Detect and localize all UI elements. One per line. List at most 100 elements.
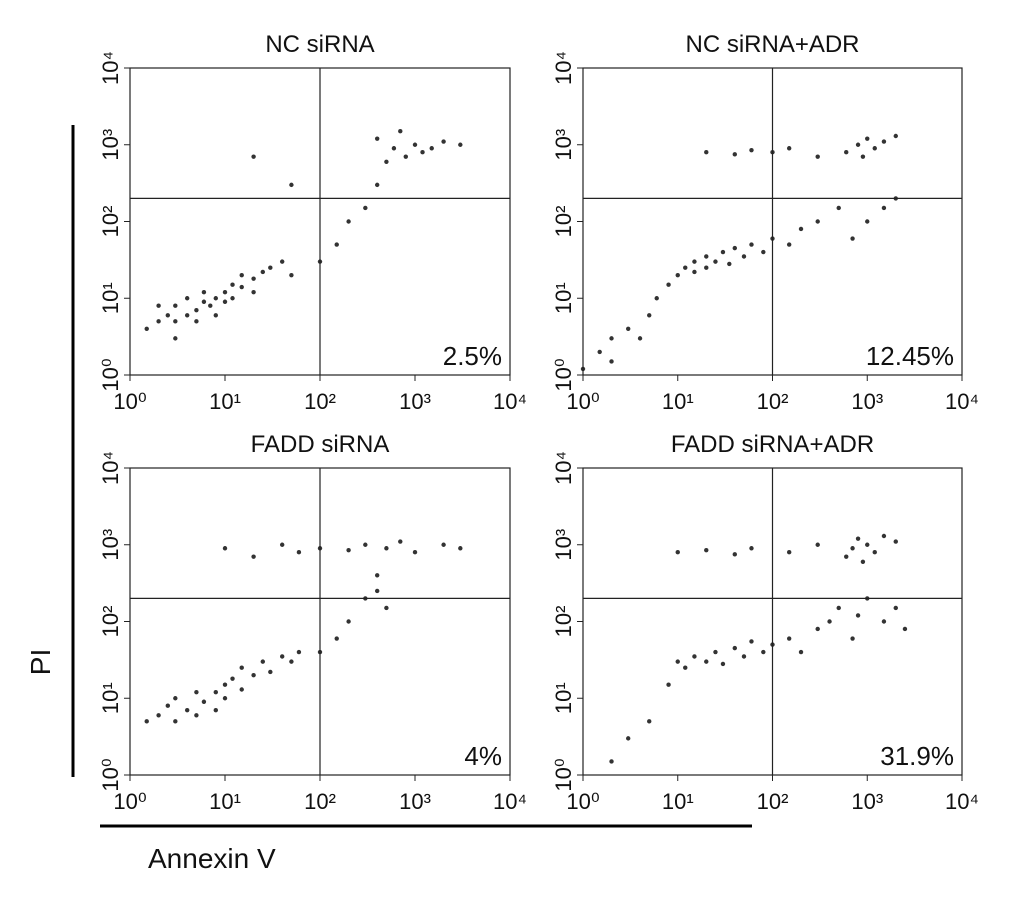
x-tick-label: 10⁴	[493, 789, 527, 814]
point	[720, 249, 726, 255]
panel: 10⁰ 10¹ 10² 10³ 10⁴ 10⁰ 10¹ 10² 10³ 10⁴ FADD siRNA…	[98, 431, 527, 814]
point	[732, 552, 737, 557]
annotation: 31.9%	[880, 741, 954, 771]
point	[609, 759, 614, 764]
point	[173, 696, 178, 701]
point	[786, 549, 792, 555]
point	[881, 619, 887, 624]
x-tick-label: 10²	[757, 389, 789, 414]
point	[666, 282, 671, 287]
x-tick-label: 10⁴	[945, 789, 979, 814]
point	[194, 307, 199, 313]
y-tick-label: 10¹	[551, 282, 576, 314]
point	[692, 269, 697, 275]
point	[201, 289, 207, 295]
y-tick-label: 10²	[98, 606, 123, 638]
point	[201, 299, 207, 304]
point	[230, 296, 235, 301]
point	[827, 619, 832, 624]
point	[675, 659, 680, 664]
y-tick-label: 10⁰	[551, 758, 576, 791]
point	[239, 284, 244, 290]
point	[798, 649, 804, 655]
y-tick-label: 10⁴	[98, 51, 123, 85]
y-tick-label: 10³	[551, 129, 576, 161]
y-tick-label: 10²	[551, 606, 576, 638]
point	[654, 296, 659, 301]
point	[201, 699, 207, 704]
point	[850, 546, 855, 551]
point	[222, 696, 228, 701]
point	[666, 682, 671, 687]
point	[374, 588, 380, 594]
panel-title: FADD siRNA+ADR	[671, 431, 874, 458]
y-tick-label: 10⁰	[98, 358, 123, 391]
point	[334, 242, 339, 247]
point	[893, 605, 898, 611]
y-tick-label: 10⁰	[98, 758, 123, 791]
point	[184, 296, 190, 301]
point	[279, 259, 285, 264]
point	[683, 665, 688, 670]
point	[363, 542, 368, 547]
x-tick-label: 10¹	[209, 389, 241, 414]
point	[844, 149, 849, 155]
point	[732, 645, 737, 651]
point	[420, 149, 425, 155]
y-tick-label: 10⁴	[551, 451, 576, 485]
point	[844, 554, 849, 559]
panel-title: NC siRNA	[265, 31, 374, 58]
point	[403, 154, 408, 159]
y-tick-label: 10³	[98, 129, 123, 161]
point	[441, 542, 446, 547]
point	[860, 154, 866, 159]
point	[363, 205, 368, 211]
point	[893, 133, 898, 139]
point	[458, 142, 463, 147]
point	[184, 313, 190, 318]
y-tick-label: 10³	[98, 529, 123, 561]
point	[850, 636, 855, 641]
point	[156, 319, 161, 324]
point	[194, 689, 199, 695]
point	[230, 676, 235, 681]
panel: 10⁰ 10¹ 10² 10³ 10⁴ 10⁰ 10¹ 10² 10³ 10⁴ NC siRNA+A…	[551, 31, 979, 414]
point	[815, 219, 820, 224]
point	[441, 139, 446, 144]
point	[798, 226, 804, 232]
point	[230, 282, 235, 287]
point	[384, 159, 389, 164]
point	[815, 626, 820, 632]
x-tick-label: 10³	[399, 789, 431, 814]
point	[260, 659, 266, 664]
x-axis-label: Annexin V	[148, 843, 276, 874]
point	[647, 313, 652, 318]
point	[609, 336, 614, 341]
point	[213, 313, 218, 318]
point	[222, 682, 228, 687]
point	[156, 713, 161, 718]
point	[732, 245, 737, 251]
point	[391, 146, 397, 151]
point	[704, 547, 709, 553]
point	[251, 154, 256, 159]
point	[279, 542, 285, 547]
point	[704, 265, 709, 270]
point	[251, 672, 256, 678]
point	[741, 254, 747, 259]
point	[173, 719, 178, 724]
panel-title: FADD siRNA	[251, 431, 390, 458]
point	[173, 319, 178, 324]
x-tick-label: 10¹	[662, 389, 694, 414]
point	[815, 542, 820, 547]
point	[239, 687, 244, 692]
point	[384, 605, 389, 611]
point	[239, 272, 244, 278]
point	[144, 719, 149, 724]
point	[384, 546, 389, 551]
annotation: 2.5%	[443, 341, 502, 371]
point	[597, 349, 602, 355]
point	[222, 289, 228, 295]
point	[749, 147, 754, 153]
